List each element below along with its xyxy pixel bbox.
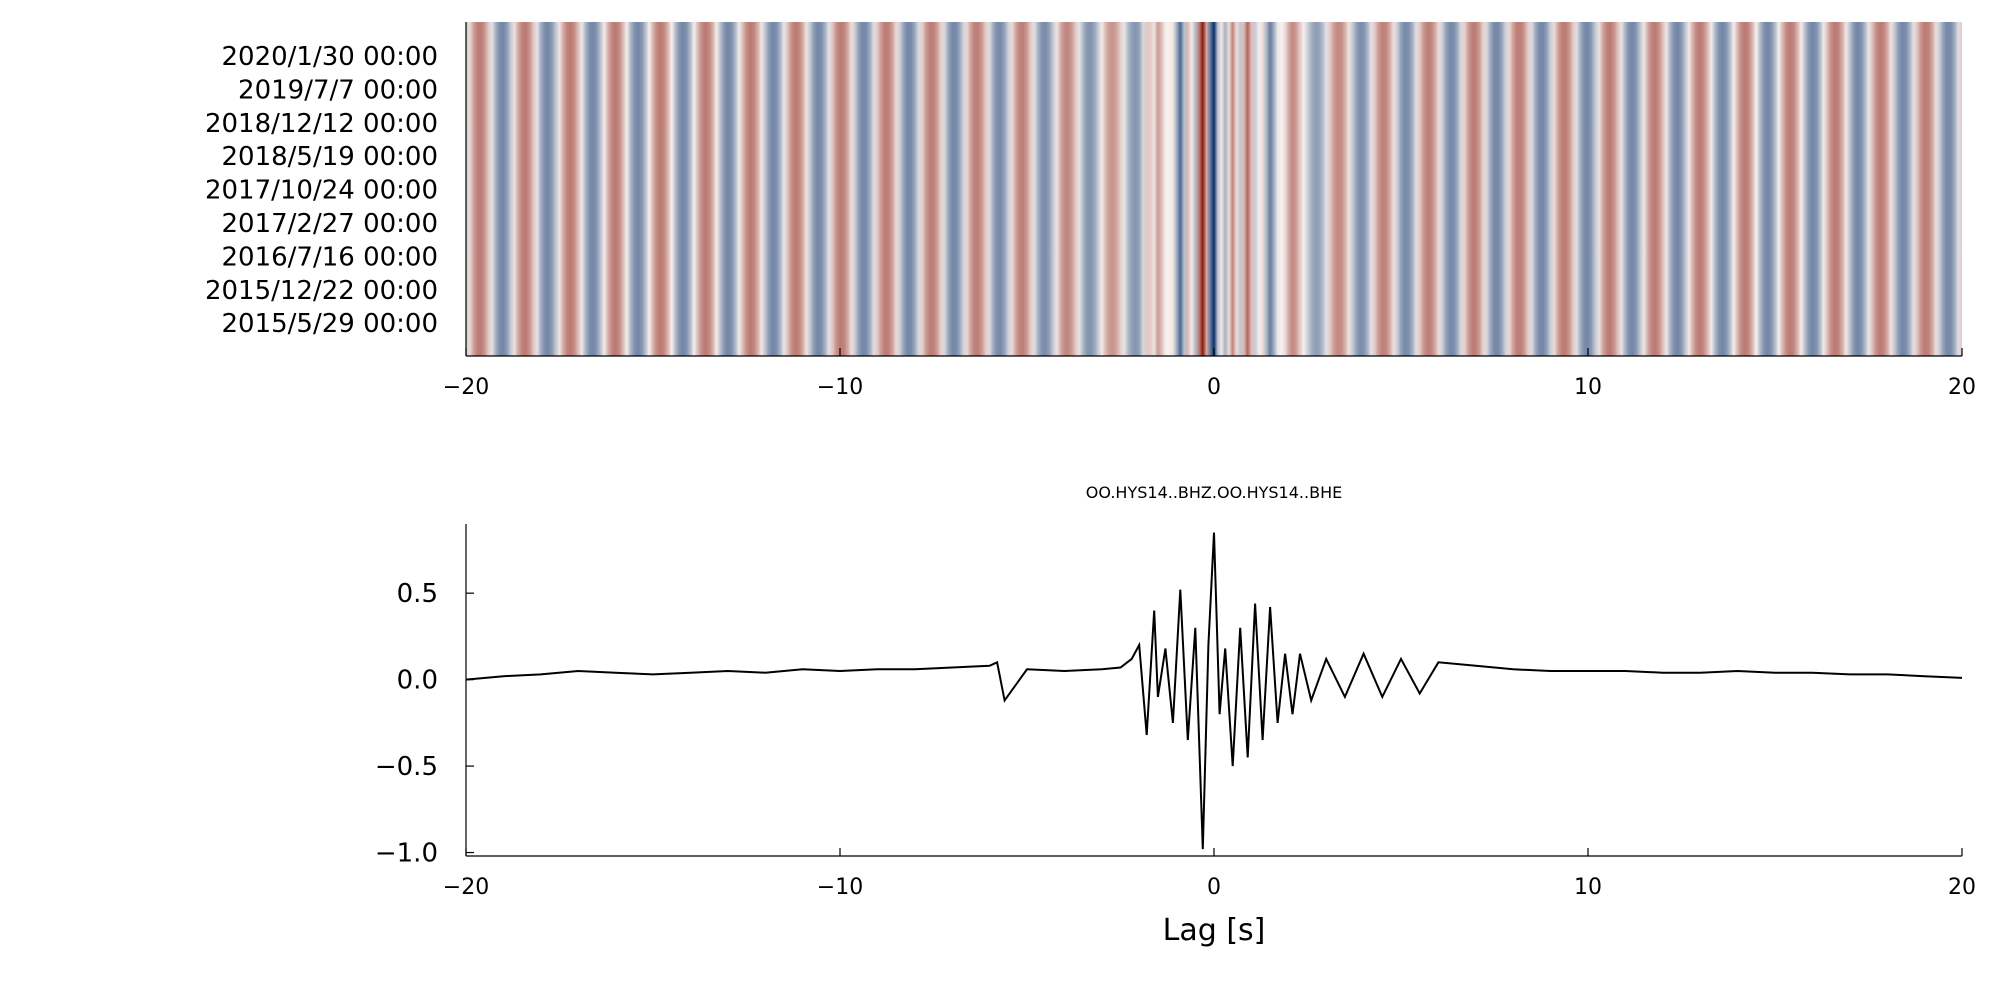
line-y-tick-labels: 0.5 0.0 −0.5 −1.0 [375,579,474,869]
heatmap-y-tick-label: 2017/10/24 00:00 [205,176,438,206]
heatmap-y-tick-label: 2017/2/27 00:00 [221,209,438,239]
heatmap-image [466,22,1962,356]
line-x-tick-label: −10 [817,875,863,900]
heatmap-y-tick-label: 2019/7/7 00:00 [238,75,438,105]
series-line [465,532,1963,850]
heatmap-y-tick-label: 2015/5/29 00:00 [221,309,438,339]
heatmap-y-tick-label: 2018/12/12 00:00 [205,109,438,139]
line-chart-title: OO.HYS14..BHZ.OO.HYS14..BHE [1086,483,1342,502]
heatmap-x-tick-label: −10 [817,375,863,400]
heatmap-x-tick-label: 10 [1574,375,1602,400]
heatmap-y-tick-label: 2018/5/19 00:00 [221,142,438,172]
line-x-tick-labels: −20 −10 0 10 20 [443,848,1976,900]
line-y-tick-label: 0.5 [397,579,438,609]
line-y-tick-label: 0.0 [397,666,438,696]
heatmap-x-tick-label: −20 [443,375,489,400]
line-x-tick-label: 10 [1574,875,1602,900]
heatmap-y-tick-label: 2016/7/16 00:00 [221,242,438,272]
heatmap-x-tick-labels: −20 −10 0 10 20 [443,348,1976,400]
line-x-tick-label: 20 [1948,875,1976,900]
line-x-tick-label: 0 [1207,875,1221,900]
line-x-tick-label: −20 [443,875,489,900]
heatmap-x-tick-label: 20 [1948,375,1976,400]
heatmap-x-tick-label: 0 [1207,375,1221,400]
heatmap-y-tick-label: 2020/1/30 00:00 [221,42,438,72]
line-y-tick-label: −1.0 [375,839,438,869]
x-axis-label: Lag [s] [1163,913,1266,948]
line-y-tick-label: −0.5 [375,752,438,782]
line-panel: OO.HYS14..BHZ.OO.HYS14..BHE 0.5 0.0 −0.5 −1… [375,483,1976,948]
heatmap-y-tick-label: 2015/12/22 00:00 [205,276,438,306]
